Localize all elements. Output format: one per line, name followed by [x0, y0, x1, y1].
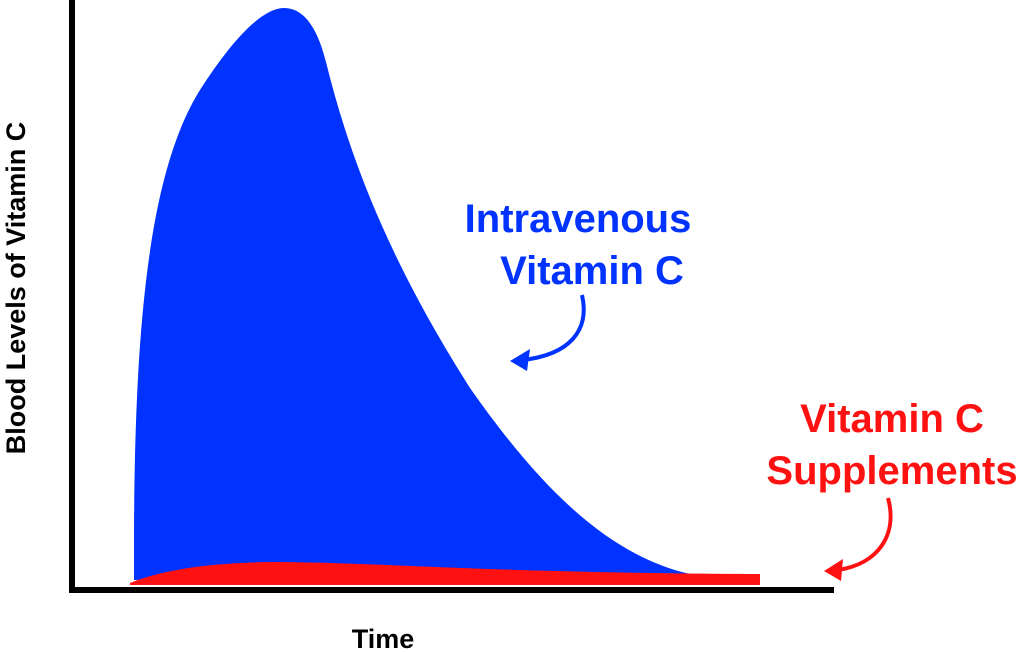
- x-axis-label: Time: [352, 624, 415, 652]
- intravenous-arrowhead-icon: [510, 349, 530, 371]
- supplements-label-line-1: Vitamin C: [800, 397, 984, 441]
- supplements-arrow-icon: [837, 497, 893, 572]
- y-axis-label: Blood Levels of Vitamin C: [1, 122, 31, 455]
- intravenous-label-line-2: Vitamin C: [500, 249, 684, 293]
- supplements-arrowhead-icon: [824, 559, 843, 581]
- supplements-area: [130, 562, 760, 585]
- intravenous-area: [134, 8, 735, 580]
- intravenous-label-line-1: Intravenous: [465, 197, 692, 241]
- intravenous-arrow-icon: [521, 294, 586, 362]
- supplements-label-line-2: Supplements: [766, 449, 1017, 493]
